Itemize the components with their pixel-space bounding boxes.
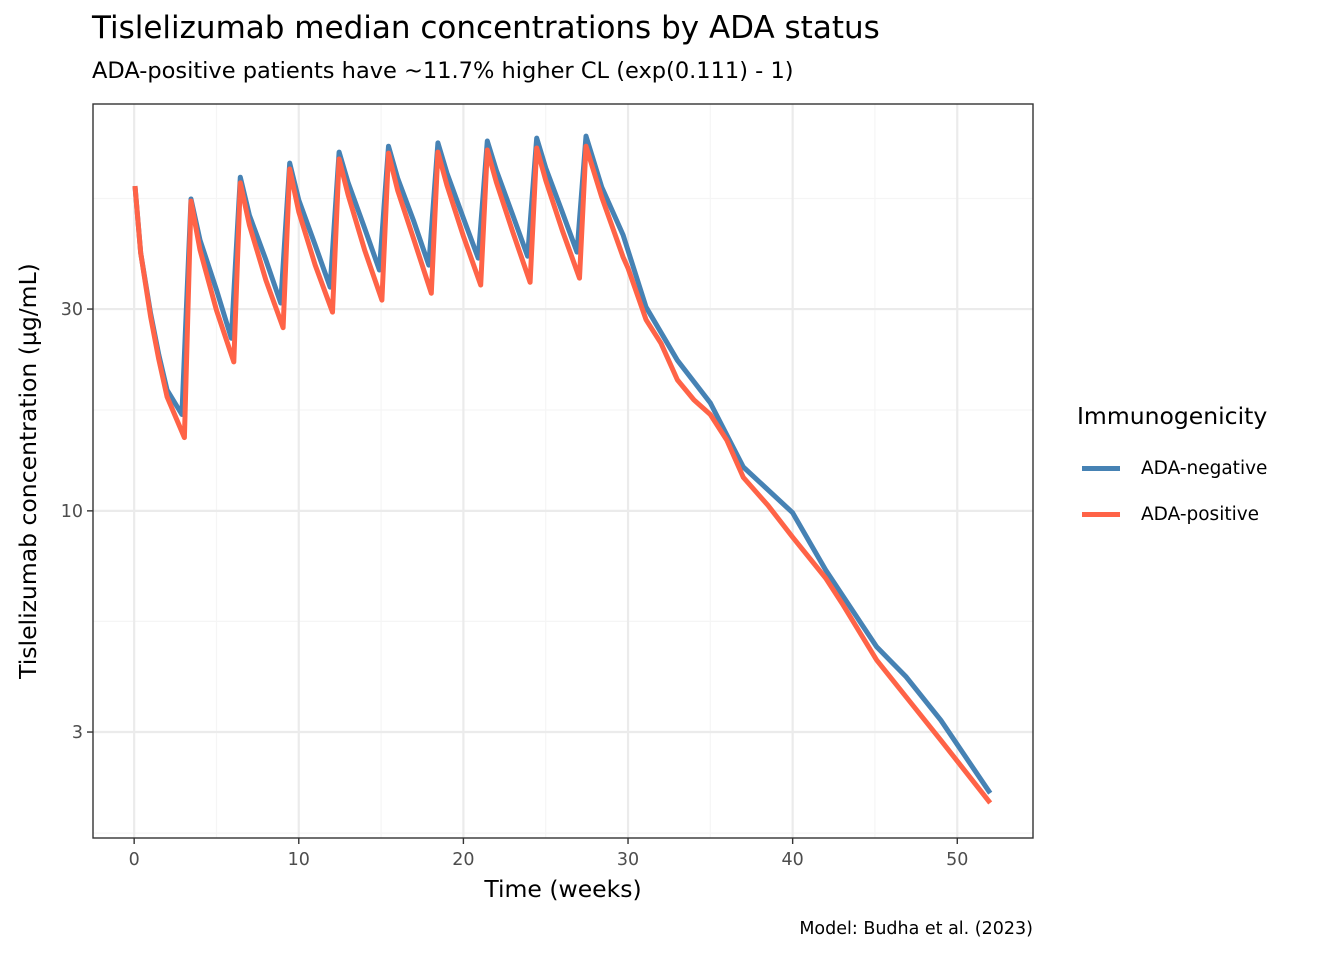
legend-label-ada-positive: ADA-positive (1141, 504, 1260, 525)
legend-label-ada-negative: ADA-negative (1141, 458, 1268, 479)
x-tick-label: 40 (782, 850, 804, 870)
x-tick-label: 0 (129, 850, 140, 870)
major-gridlines (93, 104, 1033, 838)
y-tick-label: 3 (72, 723, 83, 743)
x-tick-label: 30 (617, 850, 639, 870)
series-line-ada-negative (132, 133, 993, 795)
legend-key-ada-negative (1082, 466, 1120, 471)
panel-border (92, 103, 1034, 839)
x-tick-label: 50 (946, 850, 968, 870)
y-axis-label: Tislelizumab concentration (µg/mL) (14, 263, 42, 679)
minor-gridlines (93, 104, 1033, 838)
x-axis: 0 10 20 30 40 50 (129, 838, 968, 870)
series-line-ada-positive (132, 143, 993, 805)
legend-item-ada-positive: ADA-positive (1077, 504, 1259, 525)
chart-title: Tislelizumab median concentrations by AD… (92, 10, 880, 46)
x-tick-label: 10 (288, 850, 310, 870)
legend-key-ada-positive (1082, 512, 1120, 517)
x-tick-label: 20 (452, 850, 474, 870)
chart-caption: Model: Budha et al. (2023) (799, 919, 1033, 939)
legend-item-ada-negative: ADA-negative (1077, 458, 1267, 479)
y-tick-label: 30 (61, 300, 83, 320)
y-tick-label: 10 (61, 502, 83, 522)
series-lines (132, 133, 993, 805)
chart-subtitle: ADA-positive patients have ~11.7% higher… (92, 58, 794, 84)
legend-title: Immunogenicity (1077, 402, 1268, 430)
legend: Immunogenicity ADA-negative ADA-positive (1077, 402, 1268, 525)
x-axis-label: Time (weeks) (484, 875, 642, 903)
y-axis: 3 10 30 (61, 300, 93, 743)
